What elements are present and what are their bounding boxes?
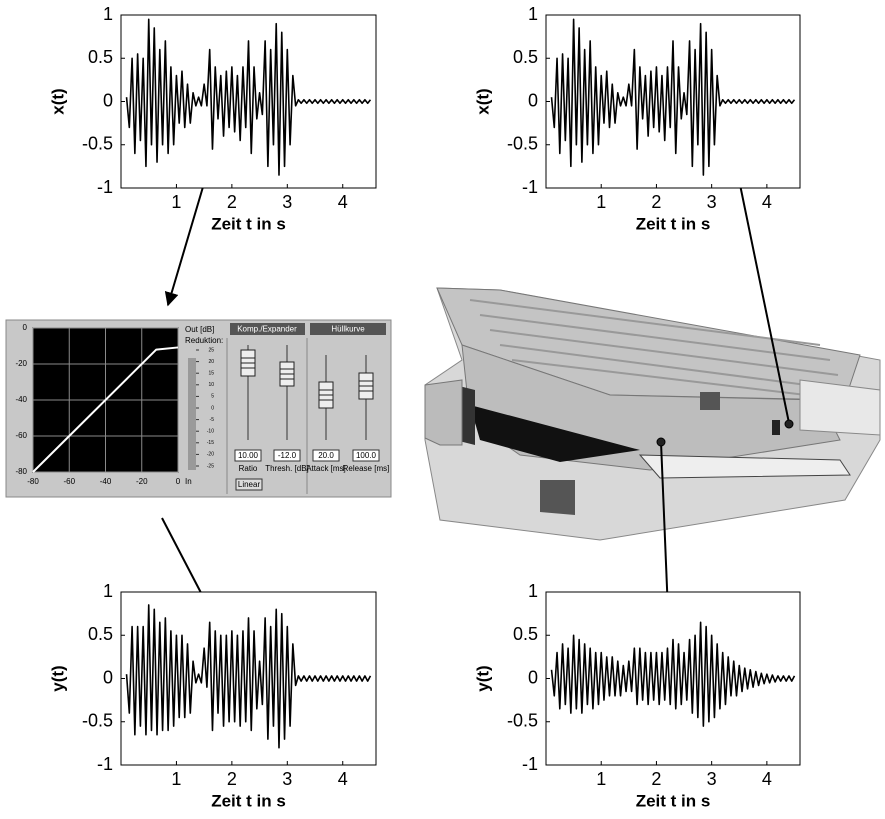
y-tick-label: 0 <box>528 90 538 110</box>
x-tick-label: -60 <box>63 477 75 486</box>
y-tick-label: -40 <box>15 395 27 404</box>
x-tick-label: 1 <box>171 769 181 789</box>
chart: 1 2 3 4 -1 -0.5 0 0.5 1 Zeit t in s y(t) <box>48 581 376 811</box>
y-tick-label: 0 <box>103 90 113 110</box>
y-tick-label: -60 <box>15 431 27 440</box>
input-value[interactable]: -12.0 <box>278 451 297 460</box>
page: Komp./Expander Hüllkurve 10.00 -12.0 20.… <box>0 0 885 819</box>
receiver-dot <box>785 420 793 428</box>
y-tick-label: -80 <box>15 467 27 476</box>
y-tick-label: 1 <box>103 581 113 601</box>
x-tick-label: 0 <box>176 477 181 486</box>
in-label: In <box>185 477 192 486</box>
y-tick-label: 0 <box>528 667 538 687</box>
x-tick-label: 3 <box>707 769 717 789</box>
y-tick-label: 1 <box>103 4 113 24</box>
x-tick-label: -20 <box>136 477 148 486</box>
x-tick-label: 1 <box>596 192 606 212</box>
control-label: Release [ms] <box>343 464 390 473</box>
y-axis-label: y(t) <box>473 665 492 691</box>
x-tick-label: 2 <box>227 769 237 789</box>
control-label: Ratio <box>239 464 258 473</box>
y-axis-label: y(t) <box>48 665 67 691</box>
button-label[interactable]: Linear <box>238 480 261 489</box>
y-tick-label: -1 <box>97 177 113 197</box>
control-label: Thresh. [dB] <box>265 464 309 473</box>
meter-tick-label: 15 <box>208 371 214 377</box>
x-axis-label: Zeit t in s <box>211 791 286 810</box>
y-tick-label: 0 <box>23 323 28 332</box>
y-tick-label: 0 <box>103 667 113 687</box>
y-tick-label: 0.5 <box>88 47 113 67</box>
meter-tick-label: -15 <box>207 440 214 446</box>
meter-tick-label: -20 <box>207 452 214 458</box>
meter-tick-label: -5 <box>210 417 215 423</box>
meter-tick-label: 5 <box>211 394 214 400</box>
y-tick-label: 1 <box>528 581 538 601</box>
input-value[interactable]: 100.0 <box>356 451 377 460</box>
meter-tick-label: 10 <box>208 382 214 388</box>
x-axis-label: Zeit t in s <box>211 214 286 233</box>
out-label: Out [dB] <box>185 325 214 334</box>
hall-rendering <box>425 288 880 540</box>
y-tick-label: 0.5 <box>88 624 113 644</box>
control-label: Attack [ms] <box>306 464 346 473</box>
input-value[interactable]: 10.00 <box>238 451 259 460</box>
chart: 1 2 3 4 -1 -0.5 0 0.5 1 Zeit t in s y(t) <box>473 581 800 811</box>
x-tick-label: 3 <box>282 769 292 789</box>
chart: 1 2 3 4 -1 -0.5 0 0.5 1 Zeit t in s x(t) <box>48 4 376 234</box>
y-tick-label: -1 <box>522 177 538 197</box>
figure: Komp./Expander Hüllkurve 10.00 -12.0 20.… <box>0 0 885 819</box>
meter-tick-label: 25 <box>208 347 214 353</box>
x-tick-label: -80 <box>27 477 39 486</box>
y-tick-label: -0.5 <box>507 711 538 731</box>
chart: 1 2 3 4 -1 -0.5 0 0.5 1 Zeit t in s x(t) <box>473 4 800 234</box>
y-tick-label: -20 <box>15 359 27 368</box>
x-axis-label: Zeit t in s <box>636 214 711 233</box>
reduction-meter <box>188 358 196 470</box>
y-tick-label: -0.5 <box>507 134 538 154</box>
plot-area <box>546 592 800 765</box>
y-tick-label: 1 <box>528 4 538 24</box>
meter-tick-label: -25 <box>207 463 214 469</box>
x-tick-label: 4 <box>762 769 772 789</box>
x-tick-label: 3 <box>707 192 717 212</box>
y-axis-label: x(t) <box>48 88 67 114</box>
y-tick-label: 0.5 <box>513 624 538 644</box>
x-tick-label: 2 <box>227 192 237 212</box>
x-tick-label: -40 <box>100 477 112 486</box>
y-tick-label: -1 <box>522 754 538 774</box>
x-tick-label: 2 <box>651 769 661 789</box>
meter-label: Reduktion: <box>185 336 223 345</box>
y-tick-label: -0.5 <box>82 134 113 154</box>
x-tick-label: 4 <box>338 192 348 212</box>
x-tick-label: 2 <box>651 192 661 212</box>
y-tick-label: -0.5 <box>82 711 113 731</box>
x-tick-label: 1 <box>171 192 181 212</box>
y-axis-label: x(t) <box>473 88 492 114</box>
section-title: Komp./Expander <box>237 325 297 334</box>
x-tick-label: 4 <box>762 192 772 212</box>
section-title: Hüllkurve <box>331 325 365 334</box>
x-tick-label: 1 <box>596 769 606 789</box>
meter-tick-label: 20 <box>208 359 214 365</box>
y-tick-label: 0.5 <box>513 47 538 67</box>
x-tick-label: 3 <box>282 192 292 212</box>
x-axis-label: Zeit t in s <box>636 791 711 810</box>
source-dot <box>657 438 665 446</box>
y-tick-label: -1 <box>97 754 113 774</box>
meter-tick-label: -10 <box>207 429 214 435</box>
input-value[interactable]: 20.0 <box>318 451 334 460</box>
meter-tick-label: 0 <box>211 405 214 411</box>
x-tick-label: 4 <box>338 769 348 789</box>
